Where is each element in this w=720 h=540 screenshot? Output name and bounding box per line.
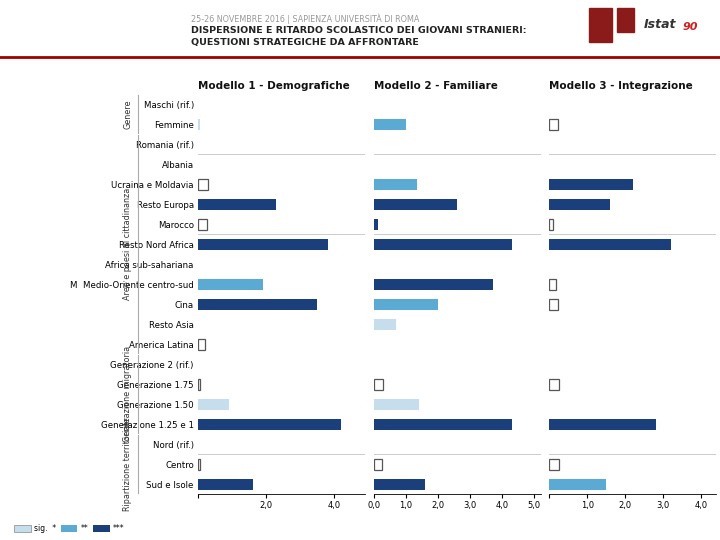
Bar	[198, 199, 276, 210]
Bar	[549, 219, 553, 230]
Bar	[549, 199, 610, 210]
Bar	[374, 239, 512, 250]
Bar	[374, 219, 377, 230]
Bar	[198, 379, 200, 390]
Bar	[198, 219, 207, 230]
Text: Generazione migratoria: Generazione migratoria	[123, 346, 132, 442]
Bar	[198, 239, 328, 250]
Bar	[198, 339, 205, 350]
Bar	[374, 478, 425, 490]
Bar	[549, 379, 559, 390]
Bar	[589, 8, 612, 42]
Bar	[374, 299, 438, 310]
Text: Genere: Genere	[123, 100, 132, 129]
Bar	[549, 478, 606, 490]
Bar	[198, 399, 229, 410]
Legend: sig.  *, **, ***: sig. *, **, ***	[11, 521, 127, 536]
Bar	[198, 299, 318, 310]
Bar	[374, 418, 512, 430]
Text: 25-26 NOVEMBRE 2016 | SAPIENZA UNIVERSITÀ DI ROMA: 25-26 NOVEMBRE 2016 | SAPIENZA UNIVERSIT…	[191, 14, 419, 24]
Text: Modello 2 - Familiare: Modello 2 - Familiare	[374, 81, 498, 91]
Bar	[549, 279, 556, 290]
Bar	[374, 379, 383, 390]
Bar	[374, 279, 492, 290]
Text: Istat: Istat	[644, 18, 676, 31]
Text: Modello 3 - Integrazione: Modello 3 - Integrazione	[549, 81, 693, 91]
Bar	[198, 418, 341, 430]
Text: Aree e paesi di cittadinanza: Aree e paesi di cittadinanza	[123, 188, 132, 300]
Bar	[198, 119, 200, 130]
Bar	[198, 478, 253, 490]
Bar	[198, 458, 200, 470]
Text: 90: 90	[683, 22, 698, 32]
Bar	[198, 279, 263, 290]
Bar	[549, 299, 558, 310]
Text: QUESTIONI STRATEGICHE DA AFFRONTARE: QUESTIONI STRATEGICHE DA AFFRONTARE	[191, 38, 418, 47]
Bar	[549, 458, 559, 470]
Bar	[549, 239, 671, 250]
Bar	[374, 119, 406, 130]
Bar	[549, 418, 656, 430]
Text: DISPERSIONE E RITARDO SCOLASTICO DEI GIOVANI STRANIERI:: DISPERSIONE E RITARDO SCOLASTICO DEI GIO…	[191, 26, 526, 35]
Bar	[374, 199, 457, 210]
Bar	[198, 179, 207, 190]
Bar	[549, 119, 558, 130]
Bar	[374, 179, 417, 190]
Bar	[549, 179, 633, 190]
Text: Ripartizione territoriale: Ripartizione territoriale	[123, 417, 132, 511]
Bar	[618, 8, 634, 32]
Bar	[374, 458, 382, 470]
Text: Modello 1 - Demografiche: Modello 1 - Demografiche	[198, 81, 350, 91]
Bar	[374, 399, 418, 410]
Bar	[374, 319, 396, 330]
